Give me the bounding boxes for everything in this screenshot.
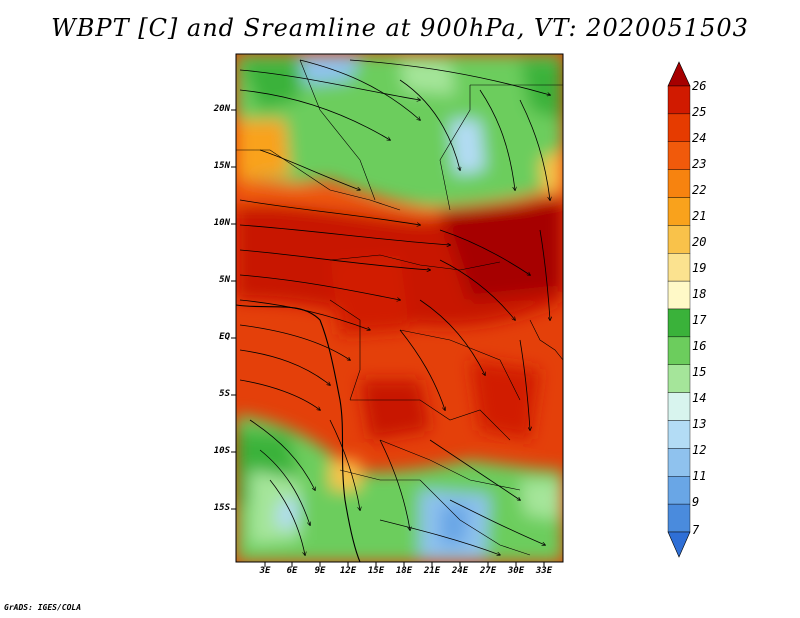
colorbar-bottom-arrow xyxy=(667,531,691,558)
colorbar xyxy=(667,61,691,558)
colorbar-label: 26 xyxy=(692,79,707,93)
lat-label: 5N xyxy=(219,275,230,285)
lon-label: 15E xyxy=(367,566,385,576)
software-credit: GrADS: IGES/COLA xyxy=(4,603,82,612)
lon-label: 27E xyxy=(479,566,497,576)
colorbar-label: 7 xyxy=(692,523,700,537)
colorbar-swatch xyxy=(667,197,691,226)
axis-ticks xyxy=(231,109,545,567)
colorbar-swatch xyxy=(667,364,691,393)
colorbar-label: 19 xyxy=(692,261,707,275)
lat-label: 15N xyxy=(213,161,230,171)
colorbar-swatch xyxy=(667,336,691,365)
colorbar-swatch xyxy=(667,169,691,198)
lon-label: 9E xyxy=(314,566,326,576)
colorbar-label: 12 xyxy=(692,443,707,457)
lat-label: 10N xyxy=(213,218,230,228)
colorbar-label: 9 xyxy=(692,495,700,509)
lat-label: 5S xyxy=(219,389,230,399)
plot-title: WBPT [C] and Sreamline at 900hPa, VT: 20… xyxy=(51,14,749,42)
colorbar-swatch xyxy=(667,420,691,449)
lon-label: 21E xyxy=(423,566,441,576)
colorbar-swatch xyxy=(667,85,691,115)
colorbar-label: 20 xyxy=(692,235,707,249)
colorbar-label: 15 xyxy=(692,365,707,379)
colorbar-label: 24 xyxy=(692,131,707,145)
lon-label: 6E xyxy=(286,566,298,576)
lat-label: 20N xyxy=(213,104,230,114)
lat-label: 10S xyxy=(213,446,230,456)
colorbar-label: 13 xyxy=(692,417,707,431)
lon-label: 18E xyxy=(395,566,413,576)
colorbar-swatch xyxy=(667,225,691,254)
colorbar-label: 21 xyxy=(692,209,707,223)
colorbar-swatch xyxy=(667,476,691,505)
colorbar-label: 16 xyxy=(692,339,707,353)
lon-label: 3E xyxy=(259,566,271,576)
colorbar-label: 22 xyxy=(692,183,707,197)
colorbar-label: 25 xyxy=(692,105,707,119)
colorbar-swatch xyxy=(667,141,691,170)
wbpt-field xyxy=(236,54,563,562)
colorbar-top-arrow xyxy=(667,61,691,87)
lon-label: 24E xyxy=(451,566,469,576)
streamlines xyxy=(239,59,550,555)
colorbar-label: 23 xyxy=(692,157,707,171)
country-borders xyxy=(236,59,563,556)
colorbar-label: 17 xyxy=(692,313,707,327)
colorbar-swatch xyxy=(667,280,691,310)
colorbar-swatch xyxy=(667,113,691,142)
colorbar-swatch xyxy=(667,253,691,282)
colorbar-label: 14 xyxy=(692,391,707,405)
lat-label: EQ xyxy=(219,332,230,342)
coastline xyxy=(236,304,361,562)
colorbar-swatch xyxy=(667,392,691,421)
map-frame xyxy=(235,53,564,563)
colorbar-swatch xyxy=(667,503,691,533)
colorbar-swatch xyxy=(667,308,691,338)
colorbar-label: 11 xyxy=(692,469,707,483)
colorbar-swatch xyxy=(667,448,691,477)
lon-label: 30E xyxy=(507,566,525,576)
lon-label: 33E xyxy=(535,566,553,576)
lon-label: 12E xyxy=(339,566,357,576)
colorbar-label: 18 xyxy=(692,287,707,301)
lat-label: 15S xyxy=(213,503,230,513)
